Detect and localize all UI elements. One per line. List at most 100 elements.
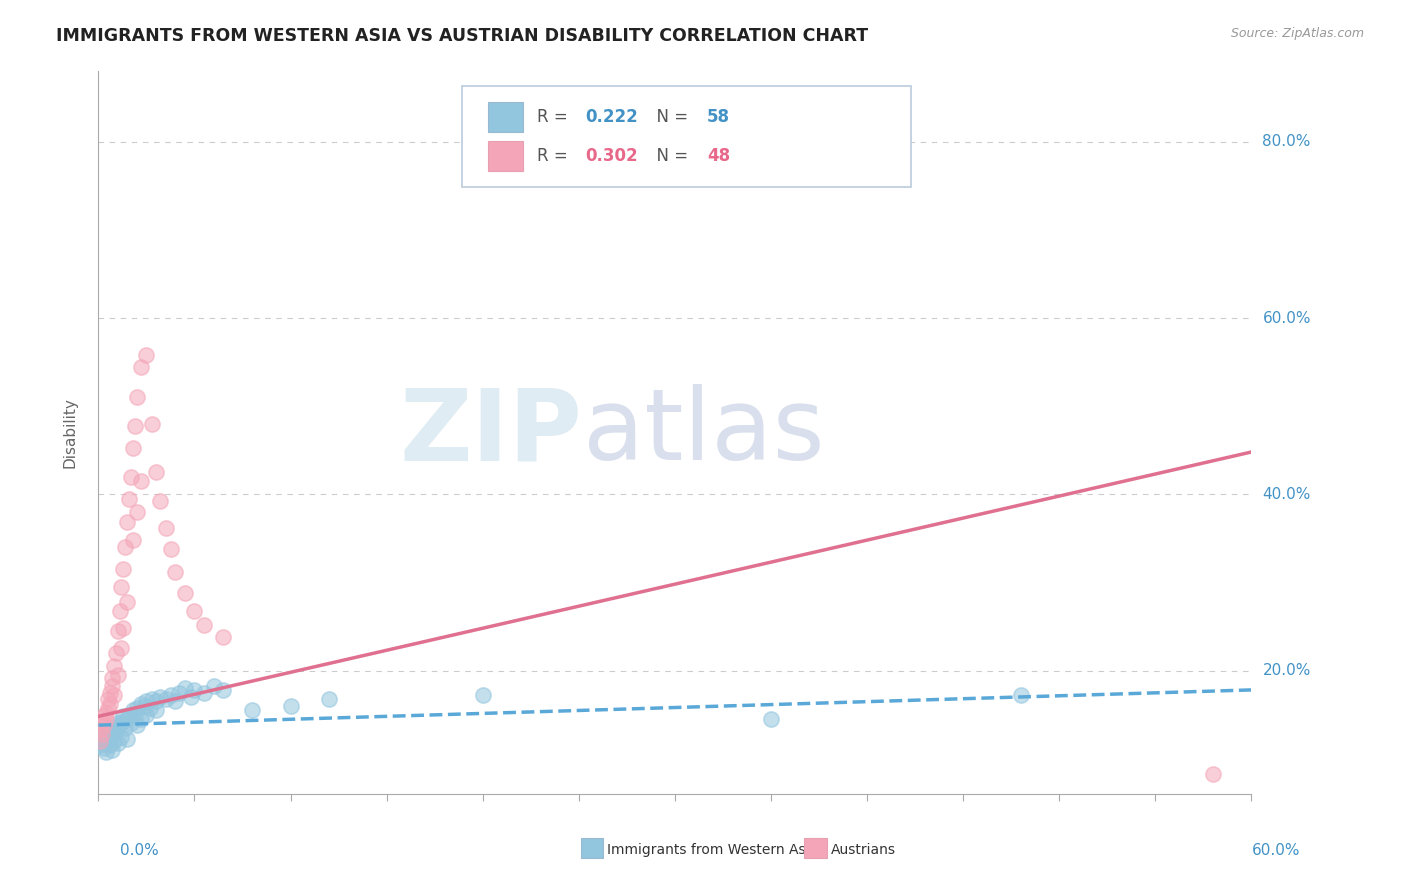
Point (125, 390, 148, 404)
Point (174, 681, 197, 695)
Point (145, 703, 167, 717)
Point (145, 694, 167, 708)
Point (117, 516, 139, 530)
Point (98, 732, 121, 747)
Point (135, 348, 157, 362)
Point (125, 505, 148, 519)
Point (240, 703, 263, 717)
Point (471, 688, 494, 702)
Text: atlas: atlas (582, 384, 824, 481)
Point (91, 736, 114, 750)
Point (167, 685, 190, 699)
Point (89, 739, 111, 753)
Point (93, 741, 115, 756)
Point (212, 630, 235, 644)
Text: 80.0%: 80.0% (1263, 135, 1310, 149)
Point (104, 723, 127, 738)
Point (117, 712, 139, 726)
Text: R =: R = (537, 147, 572, 165)
Point (135, 694, 157, 708)
Point (124, 709, 146, 723)
Point (98, 685, 121, 699)
Point (183, 682, 205, 697)
Point (110, 580, 132, 594)
Point (104, 646, 127, 660)
Point (94, 745, 117, 759)
Point (118, 491, 141, 506)
Point (149, 494, 172, 508)
Point (174, 586, 197, 600)
Point (1010, 688, 1032, 702)
Point (165, 565, 187, 579)
Point (110, 714, 132, 729)
Point (112, 621, 135, 635)
Text: 40.0%: 40.0% (1263, 487, 1310, 502)
Point (129, 474, 152, 488)
Point (117, 595, 139, 609)
Point (101, 671, 124, 685)
Point (97, 700, 120, 714)
Point (112, 562, 135, 576)
Point (183, 604, 205, 618)
Point (103, 727, 125, 741)
Text: ZIP: ZIP (399, 384, 582, 481)
Point (94, 712, 117, 726)
Point (91, 732, 114, 747)
Point (759, 712, 782, 726)
Text: 0.222: 0.222 (585, 108, 638, 126)
Point (98, 739, 121, 753)
Point (93, 709, 115, 723)
Text: R =: R = (537, 108, 572, 126)
Point (125, 718, 148, 732)
Point (114, 540, 136, 554)
Text: 58: 58 (707, 108, 730, 126)
Text: 48: 48 (707, 147, 730, 165)
Point (129, 359, 152, 374)
Point (103, 734, 125, 748)
Point (89, 723, 111, 738)
Point (120, 716, 142, 731)
Point (134, 698, 156, 713)
Point (145, 465, 167, 479)
Point (149, 690, 172, 704)
Text: Source: ZipAtlas.com: Source: ZipAtlas.com (1230, 27, 1364, 40)
Point (135, 707, 157, 722)
Point (103, 659, 125, 673)
Text: 60.0%: 60.0% (1263, 310, 1310, 326)
Point (318, 691, 340, 706)
Point (165, 694, 187, 708)
Point (212, 682, 235, 697)
Point (89, 734, 111, 748)
Point (103, 688, 125, 702)
Point (93, 718, 115, 732)
Point (124, 418, 146, 433)
Point (89, 734, 111, 748)
Point (93, 730, 115, 744)
Point (1202, 767, 1225, 781)
Point (129, 697, 152, 711)
Point (101, 743, 124, 757)
Point (118, 707, 141, 722)
Point (122, 533, 145, 548)
FancyBboxPatch shape (488, 102, 523, 132)
Point (114, 721, 136, 735)
Text: N =: N = (647, 147, 693, 165)
Point (139, 700, 162, 714)
Point (91, 727, 114, 741)
Text: IMMIGRANTS FROM WESTERN ASIA VS AUSTRIAN DISABILITY CORRELATION CHART: IMMIGRANTS FROM WESTERN ASIA VS AUSTRIAN… (56, 27, 869, 45)
Point (125, 700, 148, 714)
Point (280, 698, 302, 713)
Point (202, 679, 225, 693)
Point (101, 679, 124, 693)
FancyBboxPatch shape (488, 141, 523, 171)
Text: Immigrants from Western Asia: Immigrants from Western Asia (607, 843, 818, 857)
Point (117, 732, 139, 747)
Point (107, 716, 129, 731)
Point (160, 541, 183, 556)
Y-axis label: Disability: Disability (63, 397, 77, 468)
Point (97, 727, 120, 741)
Point (108, 718, 131, 732)
Point (108, 604, 131, 618)
Point (122, 442, 145, 456)
Point (98, 697, 121, 711)
